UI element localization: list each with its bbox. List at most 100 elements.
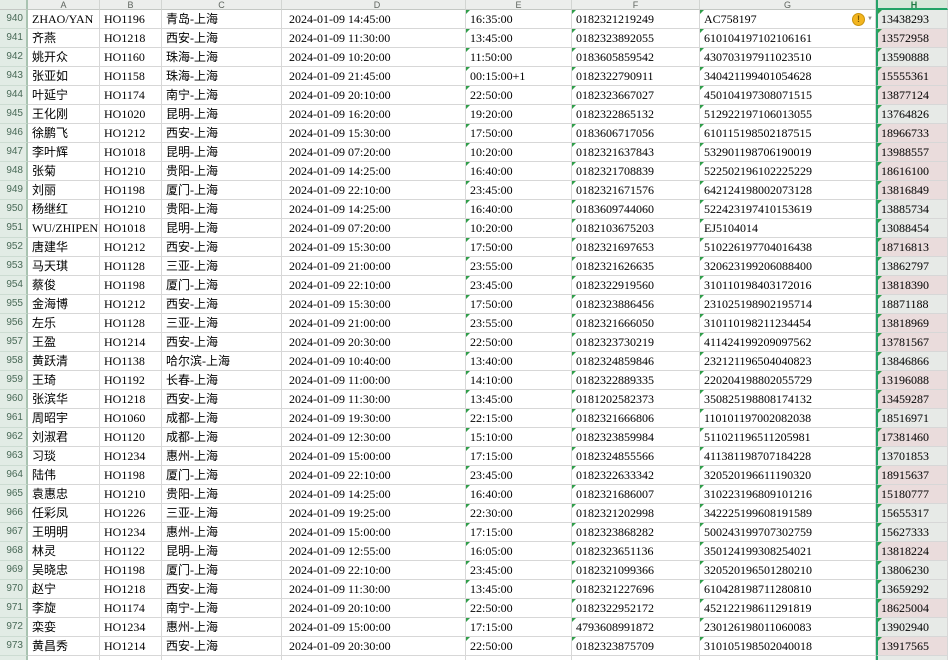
cell-B960[interactable]: HO1218 [100, 390, 162, 409]
cell-B940[interactable]: HO1196 [100, 10, 162, 29]
row-header-970[interactable]: 970 [0, 580, 28, 599]
row-header-969[interactable]: 969 [0, 561, 28, 580]
cell-C959[interactable]: 长春-上海 [162, 371, 282, 390]
cell-E949[interactable]: 23:45:00 [466, 181, 572, 200]
cell-B967[interactable]: HO1234 [100, 523, 162, 542]
cell-A948[interactable]: 张菊 [28, 162, 100, 181]
cell-G943[interactable]: 340421199401054628 [700, 67, 876, 86]
cell-E952[interactable]: 17:50:00 [466, 238, 572, 257]
warning-icon[interactable]: ! [852, 13, 866, 26]
cell-C957[interactable]: 西安-上海 [162, 333, 282, 352]
cell-D951[interactable]: 2024-01-09 07:20:00 [282, 219, 466, 238]
cell-B968[interactable]: HO1122 [100, 542, 162, 561]
cell-H948[interactable]: 18616100 [876, 162, 948, 181]
row-header-974[interactable]: 974 [0, 656, 28, 660]
cell-C958[interactable]: 哈尔滨-上海 [162, 352, 282, 371]
cell-B946[interactable]: HO1212 [100, 124, 162, 143]
cell-F969[interactable]: 0182321099366 [572, 561, 700, 580]
cell-H950[interactable]: 13885734 [876, 200, 948, 219]
row-header-942[interactable]: 942 [0, 48, 28, 67]
cell-E950[interactable]: 16:40:00 [466, 200, 572, 219]
cell-B943[interactable]: HO1158 [100, 67, 162, 86]
cell-E948[interactable]: 16:40:00 [466, 162, 572, 181]
cell-F940[interactable]: 0182321219249 [572, 10, 700, 29]
cell-B964[interactable]: HO1198 [100, 466, 162, 485]
cell-H941[interactable]: 13572958 [876, 29, 948, 48]
cell-C941[interactable]: 西安-上海 [162, 29, 282, 48]
row-header-950[interactable]: 950 [0, 200, 28, 219]
cell-F973[interactable]: 0182323875709 [572, 637, 700, 656]
cell-C968[interactable]: 昆明-上海 [162, 542, 282, 561]
cell-D963[interactable]: 2024-01-09 15:00:00 [282, 447, 466, 466]
cell-C971[interactable]: 南宁-上海 [162, 599, 282, 618]
cell-F955[interactable]: 0182323886456 [572, 295, 700, 314]
row-header-971[interactable]: 971 [0, 599, 28, 618]
cell-F946[interactable]: 0183606717056 [572, 124, 700, 143]
cell-F953[interactable]: 0182321626635 [572, 257, 700, 276]
row-header-959[interactable]: 959 [0, 371, 28, 390]
cell-B948[interactable]: HO1210 [100, 162, 162, 181]
cell-D948[interactable]: 2024-01-09 14:25:00 [282, 162, 466, 181]
cell-A958[interactable]: 黄跃清 [28, 352, 100, 371]
cell-B954[interactable]: HO1198 [100, 276, 162, 295]
cell-F944[interactable]: 0182323667027 [572, 86, 700, 105]
cell-E969[interactable]: 23:45:00 [466, 561, 572, 580]
column-header-H[interactable]: H [876, 0, 948, 10]
cell-G959[interactable]: 220204198802055729 [700, 371, 876, 390]
cell-A960[interactable]: 张滨华 [28, 390, 100, 409]
cell-D943[interactable]: 2024-01-09 21:45:00 [282, 67, 466, 86]
cell-A970[interactable]: 赵宁 [28, 580, 100, 599]
cell-H947[interactable]: 13988557 [876, 143, 948, 162]
cell-C946[interactable]: 西安-上海 [162, 124, 282, 143]
cell-G966[interactable]: 342225199608191589 [700, 504, 876, 523]
cell-G952[interactable]: 510226197704016438 [700, 238, 876, 257]
cell-B951[interactable]: HO1018 [100, 219, 162, 238]
cell-B966[interactable]: HO1226 [100, 504, 162, 523]
cell-G960[interactable]: 350825198808174132 [700, 390, 876, 409]
cell-E957[interactable]: 22:50:00 [466, 333, 572, 352]
cell-F941[interactable]: 0182323892055 [572, 29, 700, 48]
cell-G962[interactable]: 511021196511205981 [700, 428, 876, 447]
cell-A945[interactable]: 王化刚 [28, 105, 100, 124]
cell-H953[interactable]: 13862797 [876, 257, 948, 276]
cell-F968[interactable]: 0182323651136 [572, 542, 700, 561]
cell-G967[interactable]: 500243199707302759 [700, 523, 876, 542]
cell-H970[interactable]: 13659292 [876, 580, 948, 599]
row-header-957[interactable]: 957 [0, 333, 28, 352]
cell-C940[interactable]: 青岛-上海 [162, 10, 282, 29]
cell-G948[interactable]: 522502196102225229 [700, 162, 876, 181]
cell-B944[interactable]: HO1174 [100, 86, 162, 105]
cell-B971[interactable]: HO1174 [100, 599, 162, 618]
row-header-949[interactable]: 949 [0, 181, 28, 200]
column-header-A[interactable]: A [28, 0, 100, 10]
column-header-D[interactable]: D [282, 0, 466, 10]
row-header-954[interactable]: 954 [0, 276, 28, 295]
cell-G950[interactable]: 522423197410153619 [700, 200, 876, 219]
cell-G964[interactable]: 320520196611190320 [700, 466, 876, 485]
cell-D964[interactable]: 2024-01-09 22:10:00 [282, 466, 466, 485]
cell-E972[interactable]: 17:15:00 [466, 618, 572, 637]
cell-D973[interactable]: 2024-01-09 20:30:00 [282, 637, 466, 656]
cell-A956[interactable]: 左乐 [28, 314, 100, 333]
cell-H961[interactable]: 18516971 [876, 409, 948, 428]
cell-A955[interactable]: 金海博 [28, 295, 100, 314]
cell-F963[interactable]: 0182324855566 [572, 447, 700, 466]
row-header-963[interactable]: 963 [0, 447, 28, 466]
cell-G963[interactable]: 411381198707184228 [700, 447, 876, 466]
cell-C949[interactable]: 厦门-上海 [162, 181, 282, 200]
cell-G956[interactable]: 310110198211234454 [700, 314, 876, 333]
cell-A950[interactable]: 杨继红 [28, 200, 100, 219]
cell-C965[interactable]: 贵阳-上海 [162, 485, 282, 504]
cell-E964[interactable]: 23:45:00 [466, 466, 572, 485]
cell-G971[interactable]: 452122198611291819 [700, 599, 876, 618]
cell-H973[interactable]: 13917565 [876, 637, 948, 656]
cell-C967[interactable]: 惠州-上海 [162, 523, 282, 542]
cell-H949[interactable]: 13816849 [876, 181, 948, 200]
cell-F954[interactable]: 0182322919560 [572, 276, 700, 295]
row-header-941[interactable]: 941 [0, 29, 28, 48]
cell-H954[interactable]: 13818390 [876, 276, 948, 295]
cell-C947[interactable]: 昆明-上海 [162, 143, 282, 162]
cell-B963[interactable]: HO1234 [100, 447, 162, 466]
cell-H972[interactable]: 13902940 [876, 618, 948, 637]
cell-A954[interactable]: 蔡俊 [28, 276, 100, 295]
